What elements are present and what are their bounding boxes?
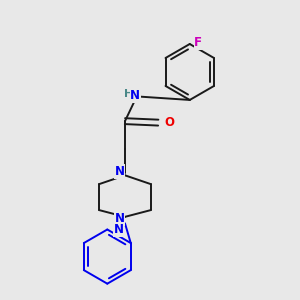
Text: N: N bbox=[115, 165, 125, 178]
Text: N: N bbox=[130, 89, 140, 102]
Text: H: H bbox=[124, 89, 133, 99]
Text: N: N bbox=[115, 212, 125, 225]
Text: O: O bbox=[165, 116, 175, 129]
Text: F: F bbox=[194, 36, 202, 49]
Text: N: N bbox=[114, 223, 124, 236]
